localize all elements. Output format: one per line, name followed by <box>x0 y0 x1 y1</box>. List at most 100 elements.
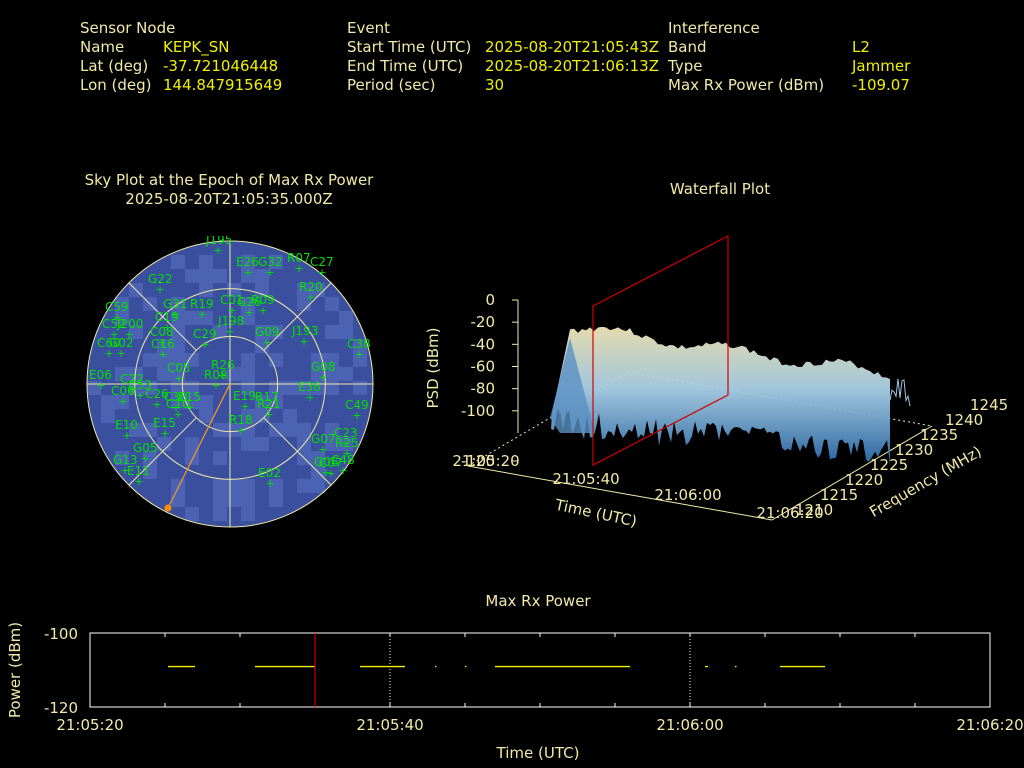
skyplot-title: Sky Plot at the Epoch of Max Rx Power <box>84 171 374 189</box>
satellite-g02: +G02 <box>109 336 134 360</box>
sky-cell <box>283 423 297 437</box>
sky-cell <box>115 297 129 311</box>
sky-cell <box>255 437 269 451</box>
sky-cell <box>353 353 367 367</box>
satellite-plus-icon: + <box>326 467 335 480</box>
satellite-plus-icon: + <box>200 338 209 351</box>
skyplot: +J195+E26+G32 +R07+C27+G22+R20+G26+C59+G3… <box>86 236 374 528</box>
sensor-heading: Sensor Node <box>80 19 176 37</box>
satellite-label: G31 <box>163 297 188 311</box>
satellite-plus-icon: + <box>306 291 315 304</box>
sky-cell <box>297 423 311 437</box>
satellite-plus-icon: + <box>318 443 327 456</box>
sky-cell <box>241 437 255 451</box>
sky-cell <box>241 367 255 381</box>
satellite-plus-icon: + <box>170 308 179 321</box>
satellite-label: R21 <box>257 397 281 411</box>
satellite-g22: +G22 <box>148 272 173 296</box>
satellite-c06: +C06 <box>111 384 135 408</box>
sky-cell <box>255 395 269 409</box>
satellite-plus-icon: + <box>197 308 206 321</box>
sky-cell <box>353 381 367 395</box>
satellite-label: E10 <box>115 418 138 432</box>
sky-spoke <box>128 282 197 351</box>
sky-cell <box>143 423 157 437</box>
maxpower-title: Max Rx Power <box>485 592 591 610</box>
sky-cell <box>297 283 311 297</box>
sky-cell <box>227 479 241 493</box>
event-start-value: 2025-08-20T21:05:43Z <box>485 38 659 56</box>
sky-cell <box>297 479 311 493</box>
satellite-c23: +C23 <box>334 426 358 450</box>
satellite-c05: +C05 <box>167 361 191 385</box>
sky-cell <box>171 311 185 325</box>
wf-z-ticklabel: -80 <box>471 380 496 398</box>
sensor-lat-label: Lat (deg) <box>80 57 149 75</box>
sky-cell <box>185 451 199 465</box>
satellite-plus-icon: + <box>158 348 167 361</box>
satellite-plus-icon: + <box>152 398 161 411</box>
sky-cell <box>241 269 255 283</box>
sky-cell <box>325 367 339 381</box>
satellite-label: C16 <box>151 337 175 351</box>
waterfall-title: Waterfall Plot <box>669 180 771 198</box>
wf-z-ticklabel: -40 <box>471 335 496 353</box>
satellite-label: G13 <box>113 453 138 467</box>
sky-cell <box>213 269 227 283</box>
satellite-g31: +G31 <box>163 297 188 321</box>
satellite-plus-icon: + <box>227 304 236 317</box>
satellite-r07: +R07 <box>287 251 311 275</box>
satellite-c52: +C52 <box>102 317 126 341</box>
satellite-c48: +C48 <box>331 453 355 477</box>
wf-y-ticklabel: 1220 <box>845 471 883 489</box>
satellite-label: R19 <box>190 297 214 311</box>
sky-cell <box>185 507 199 521</box>
satellite-j198: +J198 <box>217 314 244 338</box>
satellite-label: C52 <box>102 317 126 331</box>
sensor-lon-label: Lon (deg) <box>80 76 152 94</box>
satellite-label: C08 <box>150 325 174 339</box>
sky-cell <box>241 479 255 493</box>
satellite-plus-icon: + <box>262 401 271 414</box>
sky-cell <box>311 367 325 381</box>
mp-ylabel: Power (dBm) <box>6 622 24 718</box>
event-period-value: 30 <box>485 76 505 94</box>
wf-x-ticklabel: 21:06:20 <box>756 504 823 522</box>
satellite-label: C53 <box>128 378 152 392</box>
satellite-plus-icon: + <box>116 347 125 360</box>
sensor-lat-value: -37.721046448 <box>163 57 279 75</box>
satellite-r26: +R26 <box>211 358 235 382</box>
sky-cell <box>241 493 255 507</box>
sky-cell <box>297 297 311 311</box>
satellite-plus-icon: + <box>174 372 183 385</box>
satellite-label: G32 <box>258 255 283 269</box>
satellite-label: J200 <box>116 317 143 331</box>
satellite-label: E02 <box>258 466 281 480</box>
satellite-c01: +C01 <box>220 293 244 317</box>
satellite-c19: +C19 <box>155 310 179 334</box>
satellite-plus-icon: + <box>134 475 143 488</box>
satellite-plus-icon: + <box>173 408 182 421</box>
satellite-plus-icon: + <box>109 328 118 341</box>
sky-spoke <box>263 282 332 351</box>
sky-cell <box>185 269 199 283</box>
satellite-c27: +C27 <box>310 255 334 279</box>
satellite-plus-icon: + <box>317 266 326 279</box>
sky-cell <box>339 325 353 339</box>
wf-y-ticklabel: 1215 <box>820 486 858 504</box>
satellite-plus-icon: + <box>318 371 327 384</box>
satellite-label: R26 <box>211 358 235 372</box>
satellite-label: R09 <box>251 293 275 307</box>
satellite-label: C59 <box>105 300 129 314</box>
satellite-plus-icon: + <box>244 306 253 319</box>
satellite-r09: +R09 <box>251 293 275 317</box>
satellite-label: E26 <box>236 255 259 269</box>
interference-heading: Interference <box>668 19 760 37</box>
satellite-c30: +C30 <box>164 390 188 414</box>
satellite-label: C27 <box>310 255 334 269</box>
sky-cell <box>213 423 227 437</box>
sky-cell <box>101 409 115 423</box>
satellite-e26: +E26 <box>236 255 259 279</box>
wf-x-ticklabel: 21:05:20 <box>452 452 519 470</box>
